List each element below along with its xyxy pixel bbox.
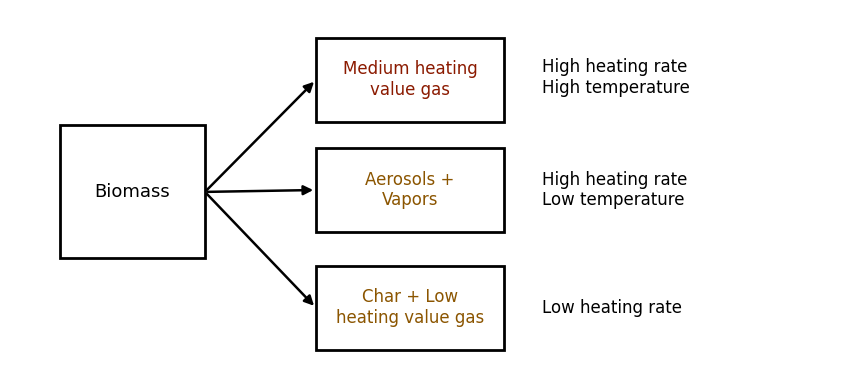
Text: Biomass: Biomass xyxy=(95,183,170,201)
Text: Char + Low
heating value gas: Char + Low heating value gas xyxy=(335,288,484,327)
Text: High heating rate
High temperature: High heating rate High temperature xyxy=(542,59,689,97)
Text: High heating rate
Low temperature: High heating rate Low temperature xyxy=(542,171,687,209)
Bar xyxy=(316,38,503,122)
Bar xyxy=(316,148,503,232)
Text: Medium heating
value gas: Medium heating value gas xyxy=(342,60,477,99)
Text: Low heating rate: Low heating rate xyxy=(542,299,682,317)
Bar xyxy=(60,125,205,258)
Text: Aerosols +
Vapors: Aerosols + Vapors xyxy=(365,171,454,209)
Bar xyxy=(316,266,503,350)
